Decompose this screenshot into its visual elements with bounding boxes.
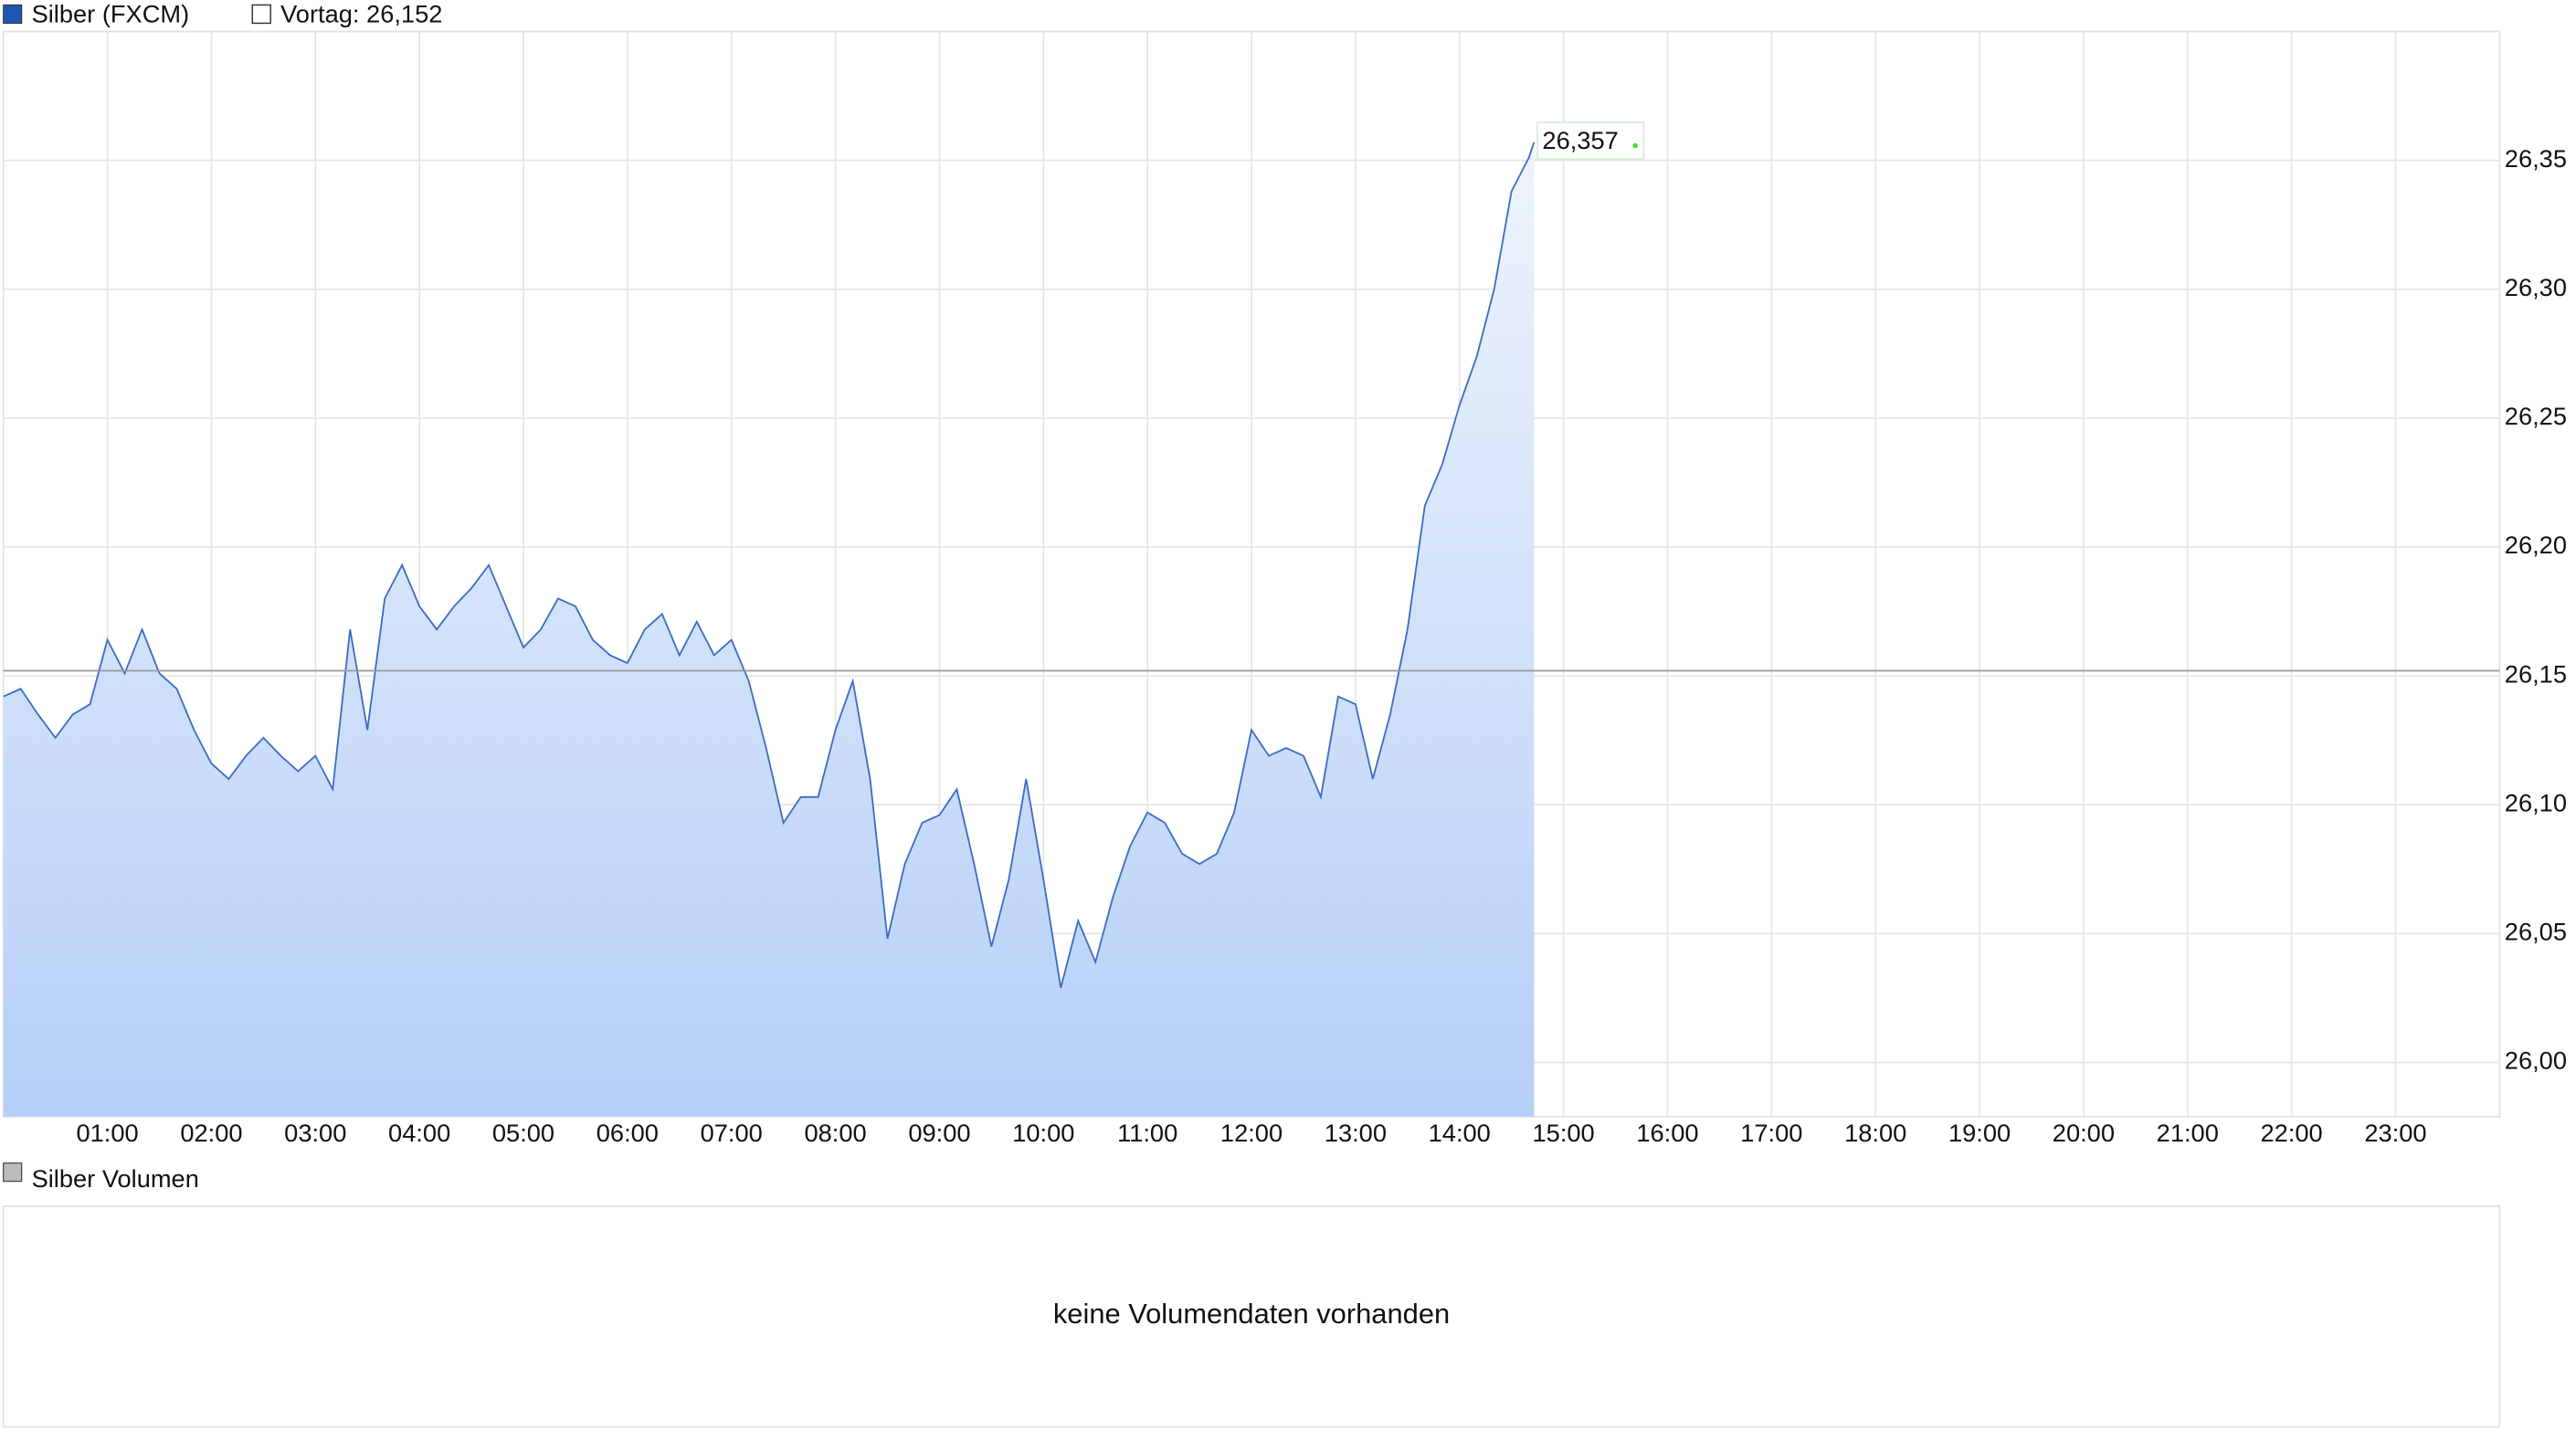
y-tick-label: 26,10 [2505,788,2567,816]
y-tick-label: 26,25 [2505,402,2567,430]
x-tick-label: 01:00 [76,1119,138,1147]
x-tick-label: 23:00 [2364,1119,2426,1147]
x-tick-label: 03:00 [284,1119,346,1147]
x-tick-label: 08:00 [804,1119,866,1147]
volume-frame [2,1204,2501,1428]
last-value-label: 26,357 [1542,126,1618,154]
x-tick-label: 11:00 [1117,1119,1177,1147]
labels: 26,00 26,05 26,10 26,15 26,20 26,25 26,30 26,35… [76,121,2567,1147]
line [3,142,1536,988]
y-tick-label: 26,20 [2505,531,2567,559]
x-tick-label: 17:00 [1740,1119,1802,1147]
x-tick-label: 06:00 [596,1119,659,1147]
x-tick-label: 13:00 [1325,1119,1387,1147]
legend-label: Vortag: 26,152 [280,0,442,27]
y-tick-label: 26,15 [2505,659,2567,688]
legend-swatch [3,4,23,24]
volume-message: keine Volumendaten vorhanden [1053,1298,1450,1330]
x-tick-label: 04:00 [388,1119,450,1147]
last-value-dot [1632,142,1638,149]
x-tick-label: 22:00 [2261,1119,2323,1147]
x-tick-label: 10:00 [1012,1119,1074,1147]
x-tick-label: 09:00 [908,1119,970,1147]
volume-title: Silber Volumen [32,1164,199,1193]
x-tick-label: 20:00 [2053,1119,2115,1147]
x-tick-label: 15:00 [1533,1119,1595,1147]
x-tick-label: 02:00 [180,1119,242,1147]
legend-swatch [3,1162,23,1183]
x-tick-label: 05:00 [492,1119,554,1147]
x-tick-label: 16:00 [1636,1119,1698,1147]
last-value-box [1536,121,1645,160]
x-tick-label: 14:00 [1429,1119,1491,1147]
y-tick-label: 26,05 [2505,918,2567,946]
x-tick-label: 19:00 [1948,1119,2011,1147]
y-tick-label: 26,35 [2505,144,2567,173]
legend-label: Silber (FXCM) [32,0,190,27]
y-tick-label: 26,30 [2505,273,2567,301]
x-tick-label: 18:00 [1844,1119,1906,1147]
area [3,142,1535,1117]
legend-swatch [251,4,271,25]
y-tick-label: 26,00 [2505,1047,2567,1075]
x-tick-label: 21:00 [2157,1119,2219,1147]
x-tick-label: 12:00 [1220,1119,1283,1147]
marks [3,142,2500,1117]
x-tick-label: 07:00 [701,1119,763,1147]
